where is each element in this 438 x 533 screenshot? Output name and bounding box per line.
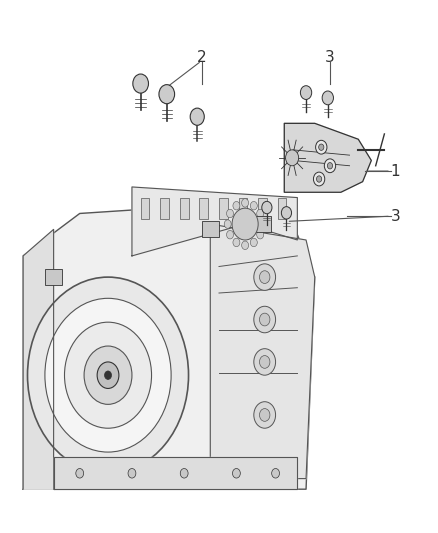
Circle shape <box>64 322 152 428</box>
Circle shape <box>251 201 257 210</box>
Circle shape <box>76 469 84 478</box>
Circle shape <box>45 298 171 452</box>
Circle shape <box>257 230 264 239</box>
Circle shape <box>226 209 233 217</box>
Text: 2: 2 <box>197 50 206 64</box>
Polygon shape <box>284 123 371 192</box>
Circle shape <box>28 277 188 473</box>
Polygon shape <box>132 187 297 256</box>
Polygon shape <box>53 457 297 489</box>
Circle shape <box>128 469 136 478</box>
Bar <box>278 198 286 219</box>
Polygon shape <box>23 203 315 489</box>
Circle shape <box>259 356 270 368</box>
Circle shape <box>257 209 264 217</box>
Circle shape <box>281 207 292 219</box>
Text: 1: 1 <box>390 164 400 179</box>
Bar <box>141 198 149 219</box>
Circle shape <box>226 230 233 239</box>
Bar <box>199 198 208 219</box>
Text: 3: 3 <box>325 50 335 64</box>
Circle shape <box>133 74 148 93</box>
Circle shape <box>317 176 322 182</box>
Circle shape <box>233 238 240 247</box>
Bar <box>258 198 267 219</box>
Circle shape <box>322 91 333 105</box>
Circle shape <box>286 150 299 166</box>
Circle shape <box>314 172 325 186</box>
Circle shape <box>327 163 332 169</box>
Circle shape <box>254 349 276 375</box>
Bar <box>45 269 62 285</box>
Circle shape <box>324 159 336 173</box>
Bar <box>180 198 188 219</box>
Bar <box>201 221 219 237</box>
Circle shape <box>233 469 240 478</box>
Circle shape <box>300 86 312 100</box>
Circle shape <box>84 346 132 405</box>
Circle shape <box>259 220 266 228</box>
Circle shape <box>319 144 324 150</box>
Circle shape <box>259 271 270 284</box>
Circle shape <box>242 199 249 207</box>
Circle shape <box>224 220 231 228</box>
Circle shape <box>272 469 279 478</box>
Circle shape <box>242 241 249 249</box>
Circle shape <box>159 85 175 104</box>
Circle shape <box>259 409 270 421</box>
Circle shape <box>233 201 240 210</box>
Circle shape <box>254 264 276 290</box>
Circle shape <box>105 371 112 379</box>
Bar <box>254 216 271 232</box>
Circle shape <box>97 362 119 389</box>
Circle shape <box>262 201 272 214</box>
Bar <box>239 198 247 219</box>
Circle shape <box>254 402 276 428</box>
Circle shape <box>259 313 270 326</box>
Polygon shape <box>210 224 315 479</box>
Circle shape <box>316 140 327 154</box>
Bar <box>219 198 228 219</box>
Bar <box>160 198 169 219</box>
Polygon shape <box>23 229 53 489</box>
Circle shape <box>251 238 257 247</box>
Circle shape <box>190 108 204 125</box>
Circle shape <box>232 208 258 240</box>
Text: 3: 3 <box>390 208 400 224</box>
Circle shape <box>254 306 276 333</box>
Circle shape <box>180 469 188 478</box>
